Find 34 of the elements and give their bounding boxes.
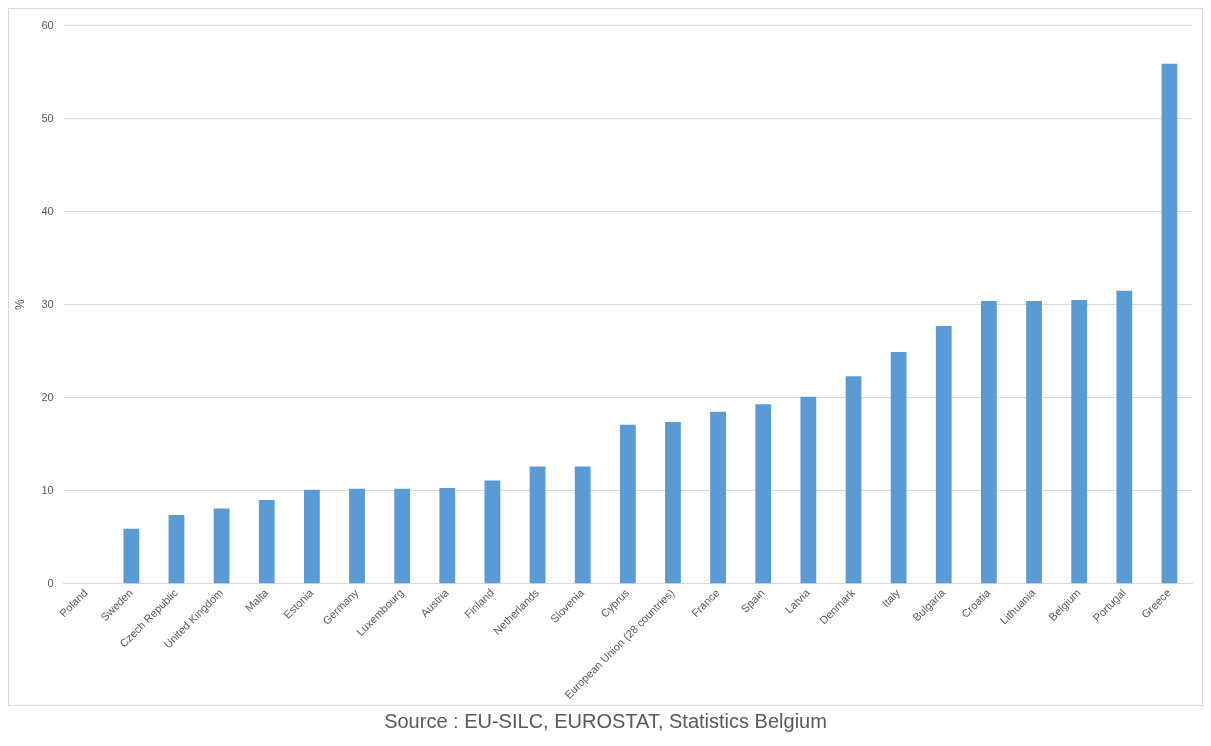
bar xyxy=(123,528,140,584)
source-note: Source : EU-SILC, EUROSTAT, Statistics Belgium xyxy=(383,710,828,733)
bar xyxy=(1116,290,1133,584)
bar xyxy=(394,488,411,584)
bar xyxy=(800,396,817,584)
y-tick-label: 10 xyxy=(41,483,54,496)
bar xyxy=(890,352,907,584)
y-tick-label: 0 xyxy=(47,576,54,589)
bar xyxy=(845,376,862,584)
bar xyxy=(619,424,636,584)
bar xyxy=(529,466,546,584)
bar xyxy=(303,489,320,584)
bar xyxy=(1026,300,1042,584)
bar xyxy=(484,480,501,584)
bar xyxy=(710,411,726,584)
bar xyxy=(981,300,997,584)
bar xyxy=(258,500,275,584)
bar xyxy=(935,326,952,584)
bar xyxy=(168,514,185,584)
bar xyxy=(349,488,365,584)
bar xyxy=(1071,300,1088,584)
y-tick-label: 50 xyxy=(41,111,54,124)
bar xyxy=(574,466,591,584)
bar xyxy=(213,508,230,584)
bar xyxy=(439,487,456,584)
bar xyxy=(665,421,681,584)
y-tick-label: 30 xyxy=(41,297,54,310)
y-tick-label: 60 xyxy=(41,18,54,31)
y-tick-label: 40 xyxy=(41,204,54,217)
y-axis-title: % xyxy=(12,299,27,310)
bar xyxy=(1161,63,1178,584)
x-tick-label: Italy xyxy=(879,586,903,610)
y-tick-label: 20 xyxy=(41,390,54,403)
bar xyxy=(755,404,772,584)
